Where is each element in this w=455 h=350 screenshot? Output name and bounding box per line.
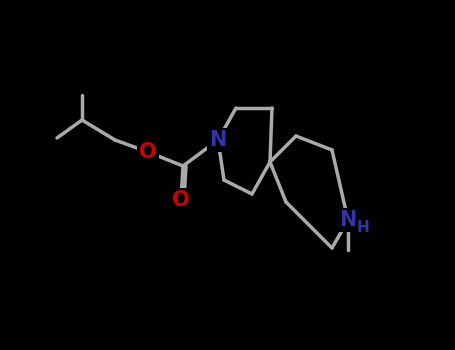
Text: O: O [139,142,157,162]
Text: N: N [209,130,227,150]
Text: O: O [172,190,190,210]
Text: N: N [339,210,357,230]
Text: H: H [357,220,369,236]
